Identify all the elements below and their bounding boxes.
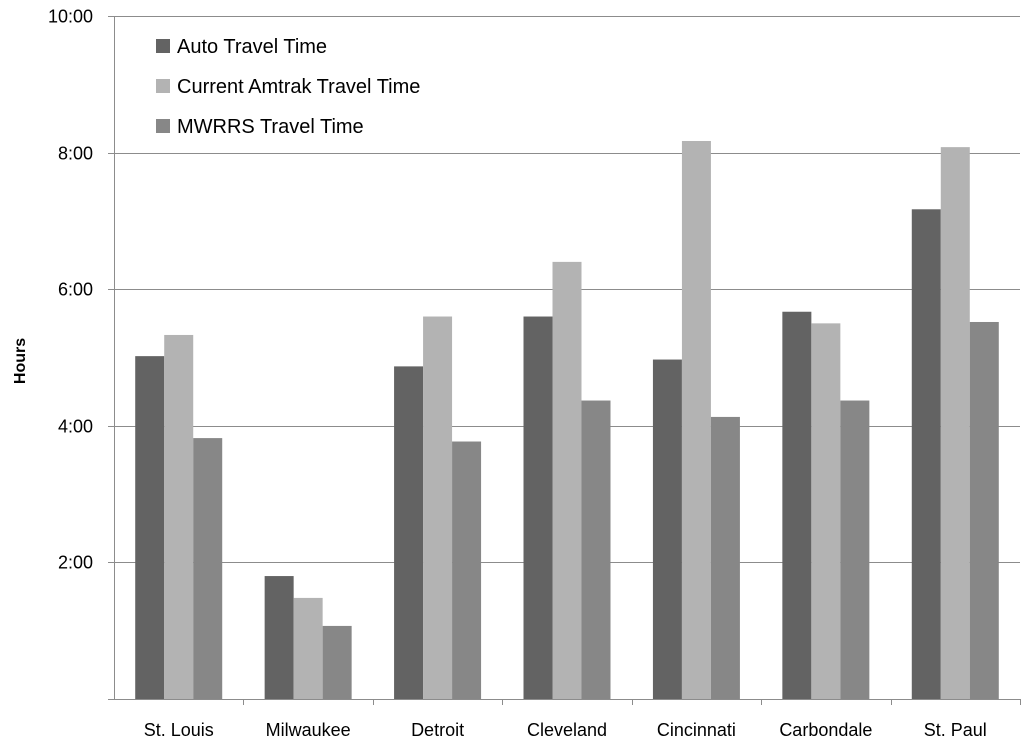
bar: [322, 625, 352, 699]
bar: [423, 316, 453, 699]
x-tick-label: St. Paul: [924, 720, 987, 740]
bar: [394, 366, 424, 699]
bar: [911, 209, 941, 699]
y-tick-label: 10:00: [48, 7, 93, 27]
legend-label: Auto Travel Time: [177, 36, 327, 58]
bar: [652, 359, 682, 699]
x-tick-label: Milwaukee: [266, 720, 351, 740]
legend-label: MWRRS Travel Time: [177, 116, 364, 138]
y-tick-label: 8:00: [58, 144, 93, 164]
bar: [710, 416, 740, 699]
bar: [193, 438, 223, 699]
bar: [681, 140, 711, 699]
bar: [782, 311, 812, 699]
y-tick-label: 4:00: [58, 417, 93, 437]
bar: [523, 316, 553, 699]
y-tick-label: 6:00: [58, 280, 93, 300]
axes: 2:00 4:00 6:00 8:00 10:00 St. Louis Milwaukee D…: [48, 7, 1021, 740]
bar: [940, 147, 970, 700]
bar: [135, 356, 165, 699]
legend-swatch: [156, 119, 170, 133]
bar: [581, 400, 611, 699]
legend-swatch: [156, 39, 170, 53]
bars: [135, 140, 999, 700]
x-tick-label: Cincinnati: [657, 720, 736, 740]
y-axis-label: Hours: [12, 338, 29, 384]
y-tick-label: 2:00: [58, 553, 93, 573]
bar: [293, 597, 323, 699]
x-tick-label: Cleveland: [527, 720, 607, 740]
bar: [264, 576, 294, 699]
x-tick-label: Carbondale: [779, 720, 872, 740]
legend-swatch: [156, 79, 170, 93]
bar: [811, 323, 841, 699]
x-tick-label: St. Louis: [144, 720, 214, 740]
x-tick-label: Detroit: [411, 720, 464, 740]
bar: [840, 400, 870, 699]
bar: [969, 321, 999, 699]
legend: Auto Travel Time Current Amtrak Travel Ti…: [156, 36, 420, 138]
legend-label: Current Amtrak Travel Time: [177, 76, 420, 98]
bar: [164, 334, 194, 699]
bar: [452, 441, 482, 699]
bar: [552, 261, 582, 699]
